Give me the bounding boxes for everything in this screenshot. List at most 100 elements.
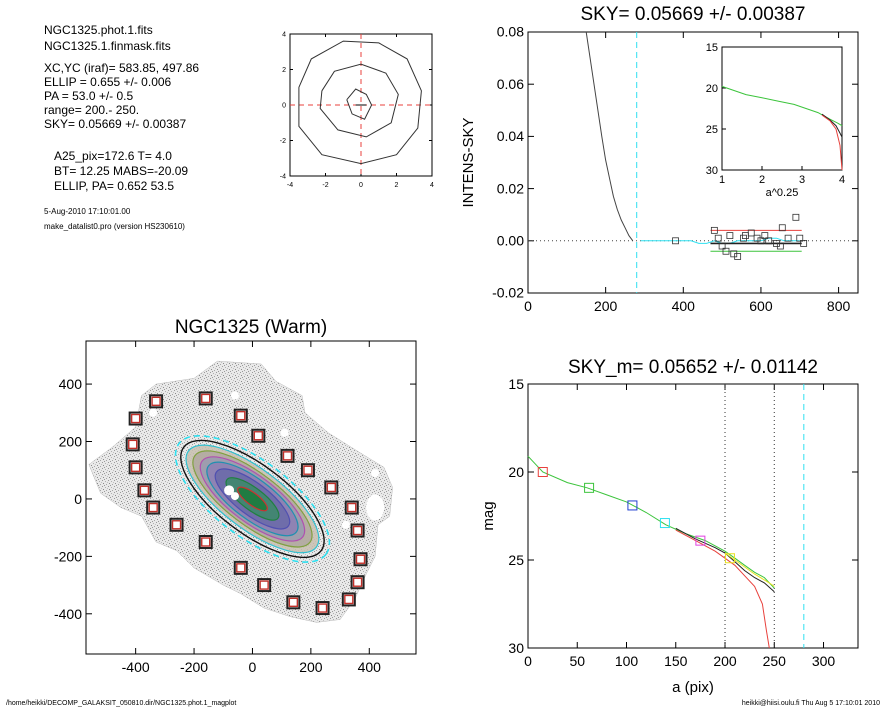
- inset-y-tick-label: 20: [706, 83, 718, 95]
- outer-ellipse: [180, 439, 325, 559]
- sky-box: [128, 460, 143, 475]
- mask-blob: [371, 469, 380, 478]
- mag-square: [659, 518, 670, 529]
- sky-square: [710, 226, 718, 234]
- y-tick-label: -4: [280, 173, 286, 180]
- inset-x-label: a^0.25: [766, 187, 799, 199]
- sky-square: [726, 232, 734, 239]
- inset-bg: [722, 47, 842, 170]
- footer-path: /home/heikki/DECOMP_GALAKSIT_050810.dir/…: [6, 700, 236, 707]
- sky-square: [792, 213, 800, 221]
- mask-blob: [341, 520, 350, 529]
- sky-box-inner: [347, 502, 357, 513]
- sky-box-inner: [236, 563, 246, 573]
- info-line: NGC1325.phot.1.fits: [44, 23, 153, 37]
- sky-square: [776, 242, 784, 250]
- chart-title: NGC1325 (Warm): [175, 317, 327, 338]
- y-tick-label: 0.00: [497, 232, 524, 248]
- sky-box-inner: [253, 431, 264, 441]
- footer-user: heikki@hiisi.oulu.fi Thu Aug 5 17:10:01 …: [742, 700, 880, 707]
- sky-box: [198, 391, 213, 406]
- y-tick-label: 4: [282, 31, 286, 38]
- inset-x-tick-label: 1: [719, 174, 725, 186]
- x-tick-label: -400: [122, 659, 150, 675]
- info-line: range= 200.- 250.: [44, 103, 139, 117]
- mask-blob: [280, 428, 289, 437]
- plot-frame: [527, 383, 859, 649]
- sky-box-inner: [282, 451, 293, 461]
- contour-line: [346, 88, 373, 120]
- sky-box: [169, 517, 184, 532]
- y-tick-label: 30: [508, 640, 524, 656]
- mag-square: [584, 482, 595, 493]
- inset-y-tick-label: 30: [706, 165, 718, 177]
- sky-box-inner: [139, 485, 150, 496]
- y-axis-label: mag: [480, 501, 497, 530]
- x-tick-label: 4: [430, 182, 434, 189]
- sky-square: [778, 224, 786, 232]
- x-tick-label: 600: [749, 298, 773, 314]
- mask-blob: [230, 391, 239, 400]
- y-tick-label: 400: [59, 376, 83, 392]
- x-tick-label: 200: [713, 653, 737, 669]
- sky-box-inner: [326, 482, 337, 493]
- sky-square: [761, 232, 769, 239]
- sky-box: [344, 500, 359, 515]
- mag-square: [537, 467, 548, 477]
- sky-box-inner: [128, 439, 138, 450]
- y-tick-label: 25: [508, 552, 524, 568]
- x-tick-label: 800: [827, 298, 851, 314]
- sky-box: [280, 448, 295, 463]
- inset-y-tick-label: 15: [706, 42, 718, 54]
- sky-box: [233, 408, 248, 423]
- sky-box-inner: [151, 396, 161, 407]
- sky-profile-chart: 0 200 400 600 800 -0.02 0.00 0.02 0.04 0.06 0.08 SK…: [460, 4, 859, 314]
- y-axis-label: INTENS-SKY: [460, 117, 477, 207]
- sky-box-inner: [130, 462, 141, 473]
- sky-box: [341, 592, 356, 607]
- inset-series-line: [821, 113, 843, 138]
- sky-box-inner: [201, 393, 211, 404]
- sky-box: [137, 483, 152, 498]
- x-axis-label: a (pix): [672, 679, 714, 696]
- y-tick-label: 0.02: [497, 180, 524, 196]
- sky-box-inner: [259, 580, 269, 590]
- x-tick-label: 0: [249, 659, 257, 675]
- x-tick-label: 300: [812, 653, 836, 669]
- sky-square: [800, 240, 808, 247]
- y-tick-label: 20: [508, 464, 524, 480]
- sky-square: [734, 253, 742, 260]
- x-tick-label: 150: [664, 653, 688, 669]
- info-line: ELLIP = 0.655 +/- 0.006: [44, 75, 172, 89]
- magnitude-profile-chart: SKY_m= 0.05652 +/- 0.01142 0 50 100 150 200 25…: [480, 357, 859, 696]
- y-tick-label: 0.04: [497, 128, 524, 144]
- info-date: 5-Aug-2010 17:10:01.00: [44, 207, 131, 216]
- mask-blob: [149, 408, 158, 417]
- sky-square: [714, 234, 722, 242]
- sky-box-inner: [236, 410, 246, 421]
- x-tick-label: 400: [672, 298, 696, 314]
- contour-line: [298, 40, 422, 165]
- chart-title: SKY= 0.05669 +/- 0.00387: [580, 4, 805, 25]
- plot-frame: [85, 340, 417, 655]
- sky-box-inner: [352, 577, 363, 587]
- mag-square: [695, 535, 706, 546]
- info-line: SKY= 0.05669 +/- 0.00387: [44, 117, 186, 131]
- inset-frame: [721, 46, 843, 171]
- sky-square: [796, 234, 804, 242]
- sky-box-inner: [344, 594, 354, 605]
- star-mask: [230, 492, 239, 501]
- sky-square: [672, 237, 679, 245]
- y-tick-label: 200: [59, 434, 83, 450]
- y-tick-label: 0.06: [497, 76, 524, 92]
- sky-box: [257, 578, 272, 593]
- info-line-2: ELLIP, PA= 0.652 53.5: [54, 179, 174, 193]
- sky-box: [315, 601, 330, 616]
- sky-square: [757, 237, 765, 245]
- x-tick-label: 100: [615, 653, 639, 669]
- sky-box-inner: [130, 413, 141, 424]
- isophote-ellipse: [237, 486, 268, 512]
- sky-square: [718, 242, 726, 250]
- y-tick-label: 0: [74, 491, 82, 507]
